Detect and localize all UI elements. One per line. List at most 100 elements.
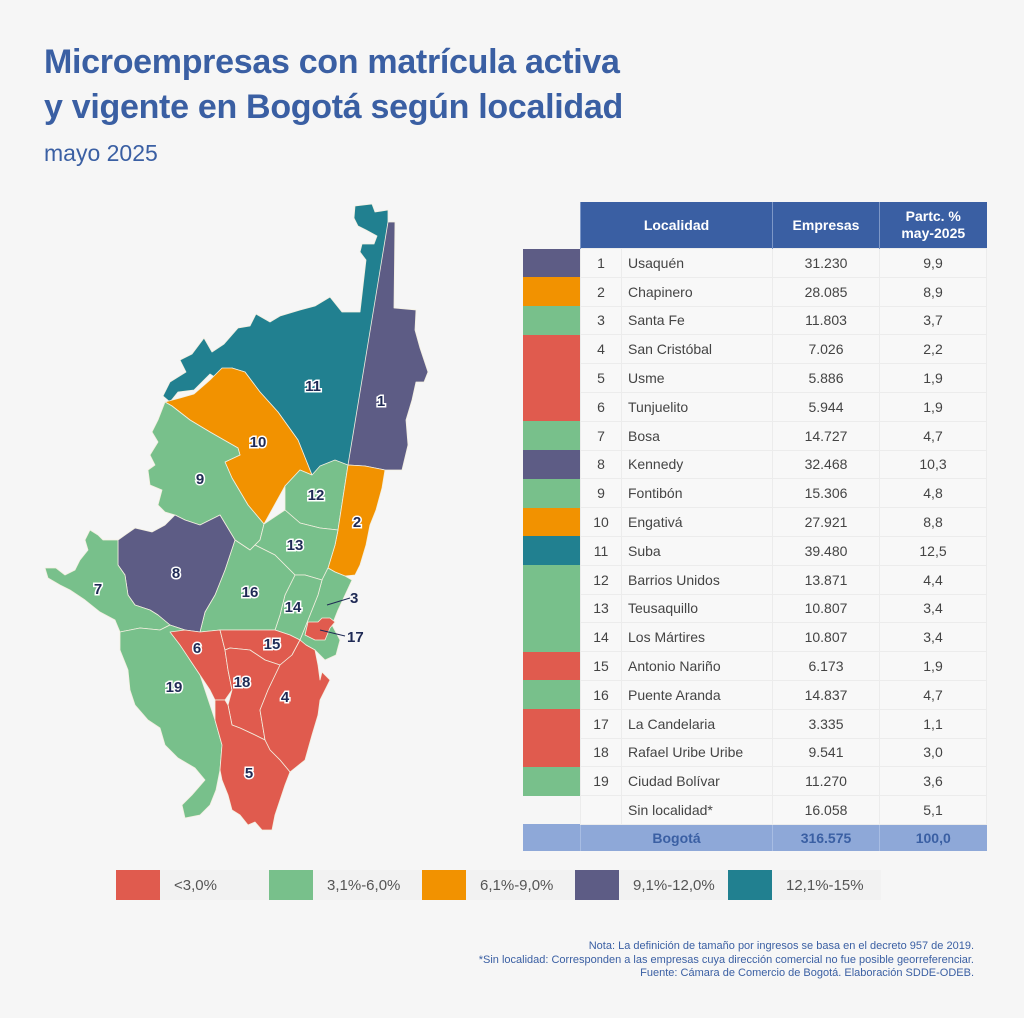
row-pct: 8,8 [879, 507, 987, 537]
district-labels: 11 1 10 9 12 2 13 8 7 16 14 6 15 18 19 4… [92, 376, 386, 783]
row-pct: 4,8 [879, 478, 987, 509]
row-empresas: 27.921 [772, 507, 880, 537]
table-row: 19 Ciudad Bolívar 11.270 3,6 [523, 766, 987, 797]
table-row: 5 Usme 5.886 1,9 [523, 363, 987, 393]
row-pct: 3,4 [879, 593, 987, 624]
label-12: 12 [308, 487, 325, 504]
row-empresas: 5.886 [772, 363, 880, 393]
row-color-swatch [523, 622, 581, 652]
table-total-row: Bogotá 316.575 100,0 [523, 824, 987, 851]
title-line-1: Microempresas con matrícula activa [44, 43, 620, 81]
row-color-swatch [523, 796, 581, 825]
label-3: 3 [350, 590, 358, 607]
row-number: 8 [580, 449, 622, 480]
row-number [580, 795, 622, 825]
table-row: 12 Barrios Unidos 13.871 4,4 [523, 564, 987, 595]
row-pct: 12,5 [879, 535, 987, 566]
row-empresas: 6.173 [772, 651, 880, 681]
row-localidad: Tunjuelito [621, 391, 773, 422]
row-pct: 3,0 [879, 737, 987, 768]
localidad-table: Localidad Empresas Partc. % may-2025 1 Us… [523, 202, 987, 851]
row-pct: 1,9 [879, 391, 987, 422]
label-13: 13 [287, 537, 304, 554]
district-17-la-candelaria[interactable] [304, 617, 336, 641]
legend-swatch [728, 870, 772, 900]
row-empresas: 28.085 [772, 276, 880, 307]
row-number: 14 [580, 622, 622, 653]
row-number: 9 [580, 478, 622, 509]
row-pct: 9,9 [879, 248, 987, 278]
row-color-swatch [523, 478, 581, 508]
row-number: 18 [580, 737, 622, 768]
row-localidad: Bosa [621, 420, 773, 451]
row-localidad: La Candelaria [621, 708, 773, 739]
label-4: 4 [281, 689, 290, 706]
district-7-bosa[interactable] [44, 529, 171, 633]
row-localidad: Teusaquillo [621, 593, 773, 624]
page-title: Microempresas con matrícula activa y vig… [44, 40, 623, 130]
legend-swatch [575, 870, 619, 900]
legend-swatch [116, 870, 160, 900]
table-row: 3 Santa Fe 11.803 3,7 [523, 305, 987, 336]
row-color-swatch [523, 507, 581, 537]
row-empresas: 11.270 [772, 766, 880, 797]
subtitle: mayo 2025 [44, 140, 158, 166]
row-localidad: Fontibón [621, 478, 773, 509]
header-localidad: Localidad [580, 202, 773, 249]
legend-swatch [422, 870, 466, 900]
legend-label: <3,0% [174, 876, 217, 894]
legend-label: 9,1%-12,0% [633, 876, 715, 894]
row-pct: 10,3 [879, 449, 987, 480]
label-9: 9 [196, 471, 204, 488]
row-localidad: Chapinero [621, 276, 773, 307]
row-color-swatch [523, 277, 581, 307]
label-10: 10 [250, 434, 267, 451]
row-empresas: 13.871 [772, 564, 880, 595]
row-color-swatch [523, 680, 581, 710]
row-localidad: Ciudad Bolívar [621, 766, 773, 797]
table-row: Sin localidad* 16.058 5,1 [523, 795, 987, 825]
label-16: 16 [242, 584, 259, 601]
row-pct: 1,9 [879, 651, 987, 681]
table-row: 9 Fontibón 15.306 4,8 [523, 478, 987, 509]
table-row: 18 Rafael Uribe Uribe 9.541 3,0 [523, 737, 987, 768]
table-row: 1 Usaquén 31.230 9,9 [523, 248, 987, 278]
table-row: 16 Puente Aranda 14.837 4,7 [523, 679, 987, 710]
table-row: 8 Kennedy 32.468 10,3 [523, 449, 987, 480]
row-pct: 4,7 [879, 679, 987, 710]
label-15: 15 [264, 636, 281, 653]
row-number: 13 [580, 593, 622, 624]
row-pct: 3,6 [879, 766, 987, 797]
row-number: 15 [580, 651, 622, 681]
label-7: 7 [94, 581, 102, 598]
row-color-swatch [523, 651, 581, 681]
row-empresas: 16.058 [772, 795, 880, 825]
label-17: 17 [347, 629, 364, 646]
row-number: 11 [580, 535, 622, 566]
bogota-choropleth-map: 11 1 10 9 12 2 13 8 7 16 14 6 15 18 19 4… [44, 203, 429, 831]
label-6: 6 [193, 640, 201, 657]
table-row: 4 San Cristóbal 7.026 2,2 [523, 334, 987, 365]
total-name: Bogotá [580, 824, 773, 851]
header-partc-line1: Partc. % [905, 208, 961, 224]
row-localidad: Usme [621, 363, 773, 393]
table-row: 13 Teusaquillo 10.807 3,4 [523, 593, 987, 624]
row-color-swatch [523, 363, 581, 393]
table-row: 11 Suba 39.480 12,5 [523, 535, 987, 566]
row-empresas: 31.230 [772, 248, 880, 278]
district-6-tunjuelito[interactable] [169, 629, 233, 701]
row-number: 17 [580, 708, 622, 739]
row-localidad: Los Mártires [621, 622, 773, 653]
row-localidad: Usaquén [621, 248, 773, 278]
row-localidad: Puente Aranda [621, 679, 773, 710]
row-number: 1 [580, 248, 622, 278]
table-header-row: Localidad Empresas Partc. % may-2025 [523, 202, 987, 249]
header-partc-line2: may-2025 [901, 225, 966, 241]
row-empresas: 11.803 [772, 305, 880, 336]
district-5-usme[interactable] [214, 699, 291, 831]
row-color-swatch [523, 738, 581, 767]
note-sin-localidad: *Sin localidad: Corresponden a las empre… [478, 953, 974, 966]
row-color-swatch [523, 565, 581, 595]
row-localidad: Rafael Uribe Uribe [621, 737, 773, 768]
total-pct: 100,0 [879, 824, 987, 851]
